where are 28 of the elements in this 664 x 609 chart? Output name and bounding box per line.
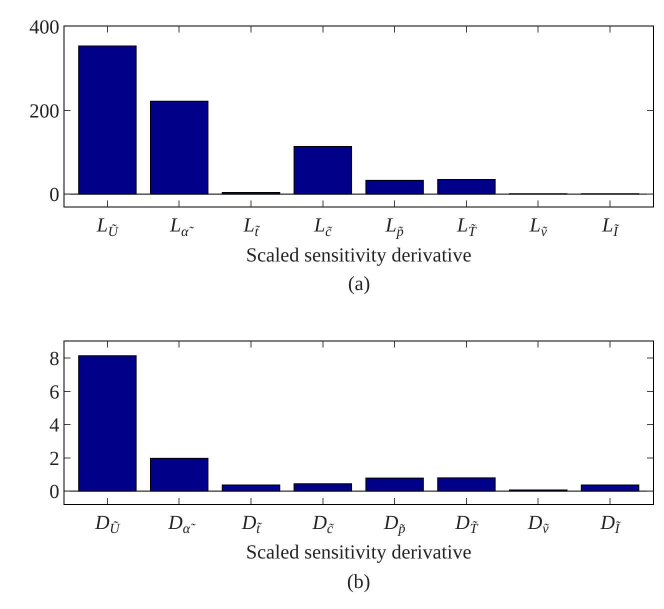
y-tick-label: 2 <box>49 448 60 470</box>
y-tick-label: 6 <box>49 381 60 404</box>
x-tick-label: D$_{t̃}$ <box>240 512 262 537</box>
x-tick-label: D$_{ṽ}$ <box>526 512 550 537</box>
text: (a) <box>348 273 370 295</box>
x-tick-label: L$_{Ĩ}$ <box>601 214 620 240</box>
x-tick-label: D$_{c̃}$ <box>311 512 334 537</box>
x-tick-label: L$_{p̃}$ <box>384 214 404 240</box>
text: (b) <box>347 571 370 593</box>
y-tick-label: 0 <box>49 184 60 206</box>
x-tick-label: L$_{T̃}$ <box>456 214 478 240</box>
x-tick-label: D$_{α̃}$ <box>167 512 196 537</box>
x-tick-label: D$_{Ĩ}$ <box>599 512 621 537</box>
x-tick-label: L$_{t̃}$ <box>242 214 261 240</box>
y-tick-label: 4 <box>49 414 60 437</box>
x-tick-label: L$_{ṽ}$ <box>528 214 548 240</box>
y-tick-label: 200 <box>29 100 60 122</box>
x-axis-title: Scaled sensitivity derivative <box>246 244 472 266</box>
y-tick-label: 0 <box>49 481 60 504</box>
x-tick-label: D$_{T̃}$ <box>454 512 479 537</box>
x-tick-label: L$_{Ũ}$ <box>96 214 119 240</box>
x-tick-label: D$_{Ũ}$ <box>94 512 121 537</box>
y-tick-label: 8 <box>49 348 60 370</box>
x-tick-label: L$_{α̃}$ <box>168 214 194 240</box>
y-tick-label: 400 <box>29 16 60 39</box>
x-axis-title: Scaled sensitivity derivative <box>246 541 472 564</box>
x-tick-label: L$_{c̃}$ <box>313 214 333 240</box>
x-tick-label: D$_{p̃}$ <box>382 512 406 537</box>
